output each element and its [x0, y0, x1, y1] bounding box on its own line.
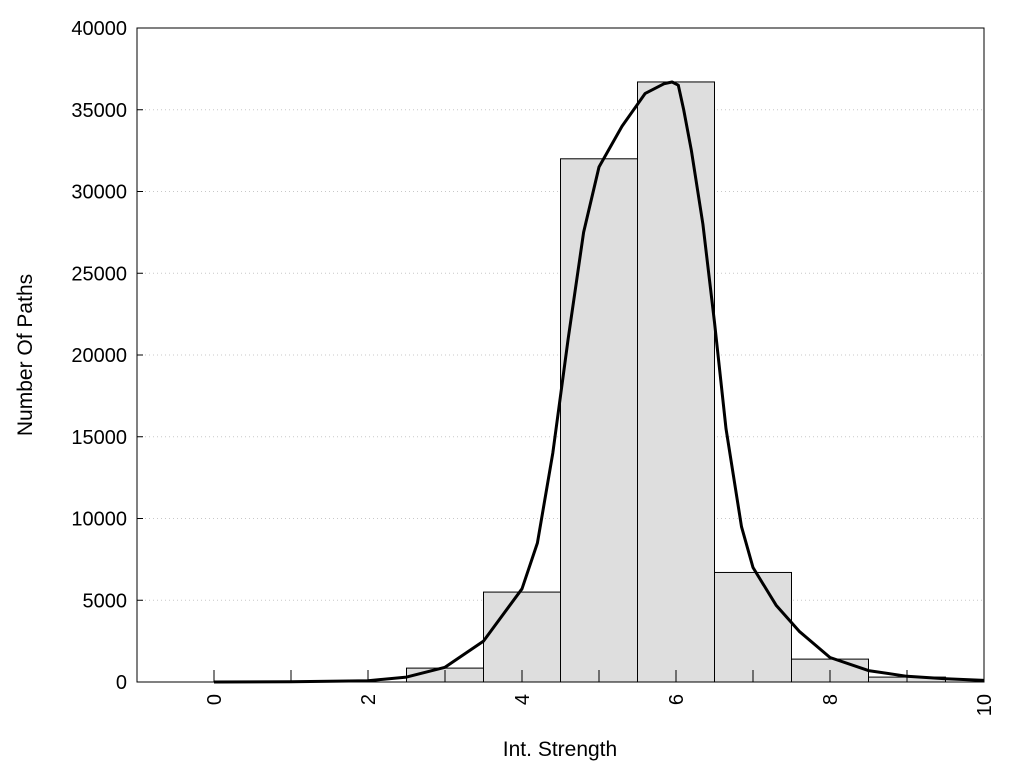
x-tick-label: 10 — [974, 694, 996, 716]
y-tick-label: 20000 — [71, 345, 127, 367]
x-tick-label: 6 — [666, 694, 688, 705]
histogram-bar — [483, 591, 561, 683]
fit-curve — [213, 80, 985, 684]
histogram-bar — [637, 81, 715, 683]
x-axis-label: Int. Strength — [503, 738, 617, 761]
y-tick-label: 40000 — [71, 18, 127, 40]
x-axis-ticks: 0 2 4 6 8 10 — [204, 670, 996, 716]
y-tick-label: 10000 — [71, 509, 127, 531]
x-tick-label: 0 — [204, 694, 226, 705]
x-tick-label: 4 — [512, 694, 534, 705]
x-tick-label: 8 — [820, 694, 842, 705]
y-tick-label: 15000 — [71, 427, 127, 449]
x-tick-label: 2 — [358, 694, 380, 705]
histogram-bar — [560, 158, 638, 683]
bars — [406, 81, 946, 683]
y-axis-label: Number Of Paths — [14, 274, 37, 436]
y-axis-ticks: 0 5000 10000 15000 20000 25000 30000 35000 40000 — [71, 18, 143, 694]
y-tick-label: 0 — [116, 672, 127, 694]
histogram-bar — [714, 571, 792, 683]
y-tick-label: 5000 — [83, 590, 128, 612]
y-tick-label: 35000 — [71, 100, 127, 122]
y-tick-label: 30000 — [71, 182, 127, 204]
y-tick-label: 25000 — [71, 263, 127, 285]
